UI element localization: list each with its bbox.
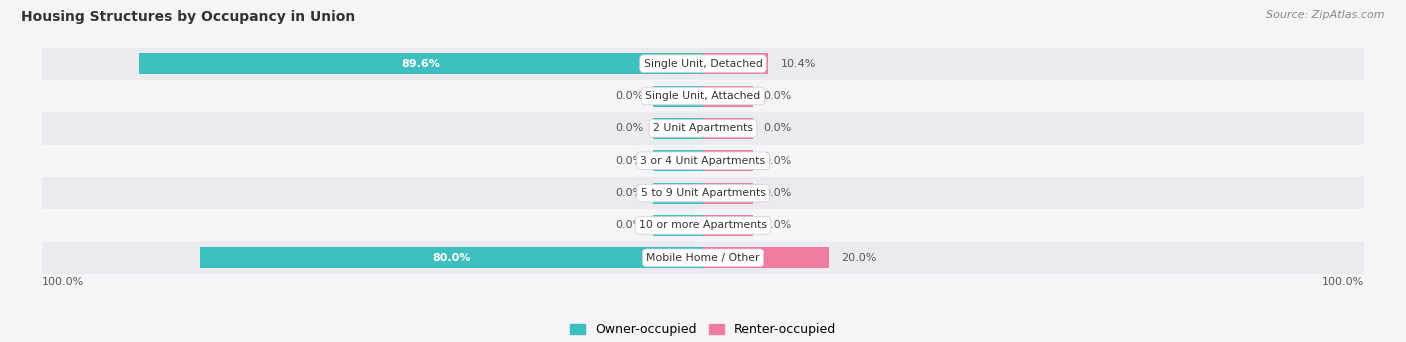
Text: 0.0%: 0.0% — [614, 91, 643, 101]
Text: 0.0%: 0.0% — [763, 123, 792, 133]
Text: 10.4%: 10.4% — [782, 59, 817, 69]
Text: 0.0%: 0.0% — [614, 221, 643, 231]
Bar — [42, 241, 1364, 274]
Text: 0.0%: 0.0% — [614, 156, 643, 166]
Bar — [703, 247, 830, 268]
Bar — [703, 183, 754, 203]
Bar — [703, 215, 754, 236]
Bar — [42, 48, 1364, 80]
Text: 0.0%: 0.0% — [763, 188, 792, 198]
Text: Single Unit, Attached: Single Unit, Attached — [645, 91, 761, 101]
Text: 10 or more Apartments: 10 or more Apartments — [638, 221, 768, 231]
Text: Source: ZipAtlas.com: Source: ZipAtlas.com — [1267, 10, 1385, 20]
Text: Mobile Home / Other: Mobile Home / Other — [647, 253, 759, 263]
Bar — [703, 150, 754, 171]
Text: 2 Unit Apartments: 2 Unit Apartments — [652, 123, 754, 133]
Text: 3 or 4 Unit Apartments: 3 or 4 Unit Apartments — [641, 156, 765, 166]
Text: 100.0%: 100.0% — [42, 277, 84, 287]
Text: 5 to 9 Unit Apartments: 5 to 9 Unit Apartments — [641, 188, 765, 198]
Bar — [652, 183, 703, 203]
Bar — [703, 53, 769, 74]
Text: 0.0%: 0.0% — [614, 123, 643, 133]
Text: 20.0%: 20.0% — [841, 253, 877, 263]
Text: 0.0%: 0.0% — [763, 91, 792, 101]
Text: 0.0%: 0.0% — [763, 221, 792, 231]
Text: 0.0%: 0.0% — [614, 188, 643, 198]
Bar — [42, 145, 1364, 177]
Bar — [703, 86, 754, 107]
Bar — [42, 177, 1364, 209]
Text: 100.0%: 100.0% — [1322, 277, 1364, 287]
Bar — [200, 247, 703, 268]
Bar — [652, 150, 703, 171]
Bar — [42, 112, 1364, 145]
Bar — [703, 118, 754, 139]
Text: 80.0%: 80.0% — [432, 253, 471, 263]
Text: 0.0%: 0.0% — [763, 156, 792, 166]
Legend: Owner-occupied, Renter-occupied: Owner-occupied, Renter-occupied — [565, 318, 841, 341]
Bar — [42, 209, 1364, 241]
Text: Single Unit, Detached: Single Unit, Detached — [644, 59, 762, 69]
Bar — [139, 53, 703, 74]
Bar — [652, 118, 703, 139]
Text: Housing Structures by Occupancy in Union: Housing Structures by Occupancy in Union — [21, 10, 356, 24]
Text: 89.6%: 89.6% — [402, 59, 440, 69]
Bar — [42, 80, 1364, 112]
Bar — [652, 215, 703, 236]
Bar — [652, 86, 703, 107]
